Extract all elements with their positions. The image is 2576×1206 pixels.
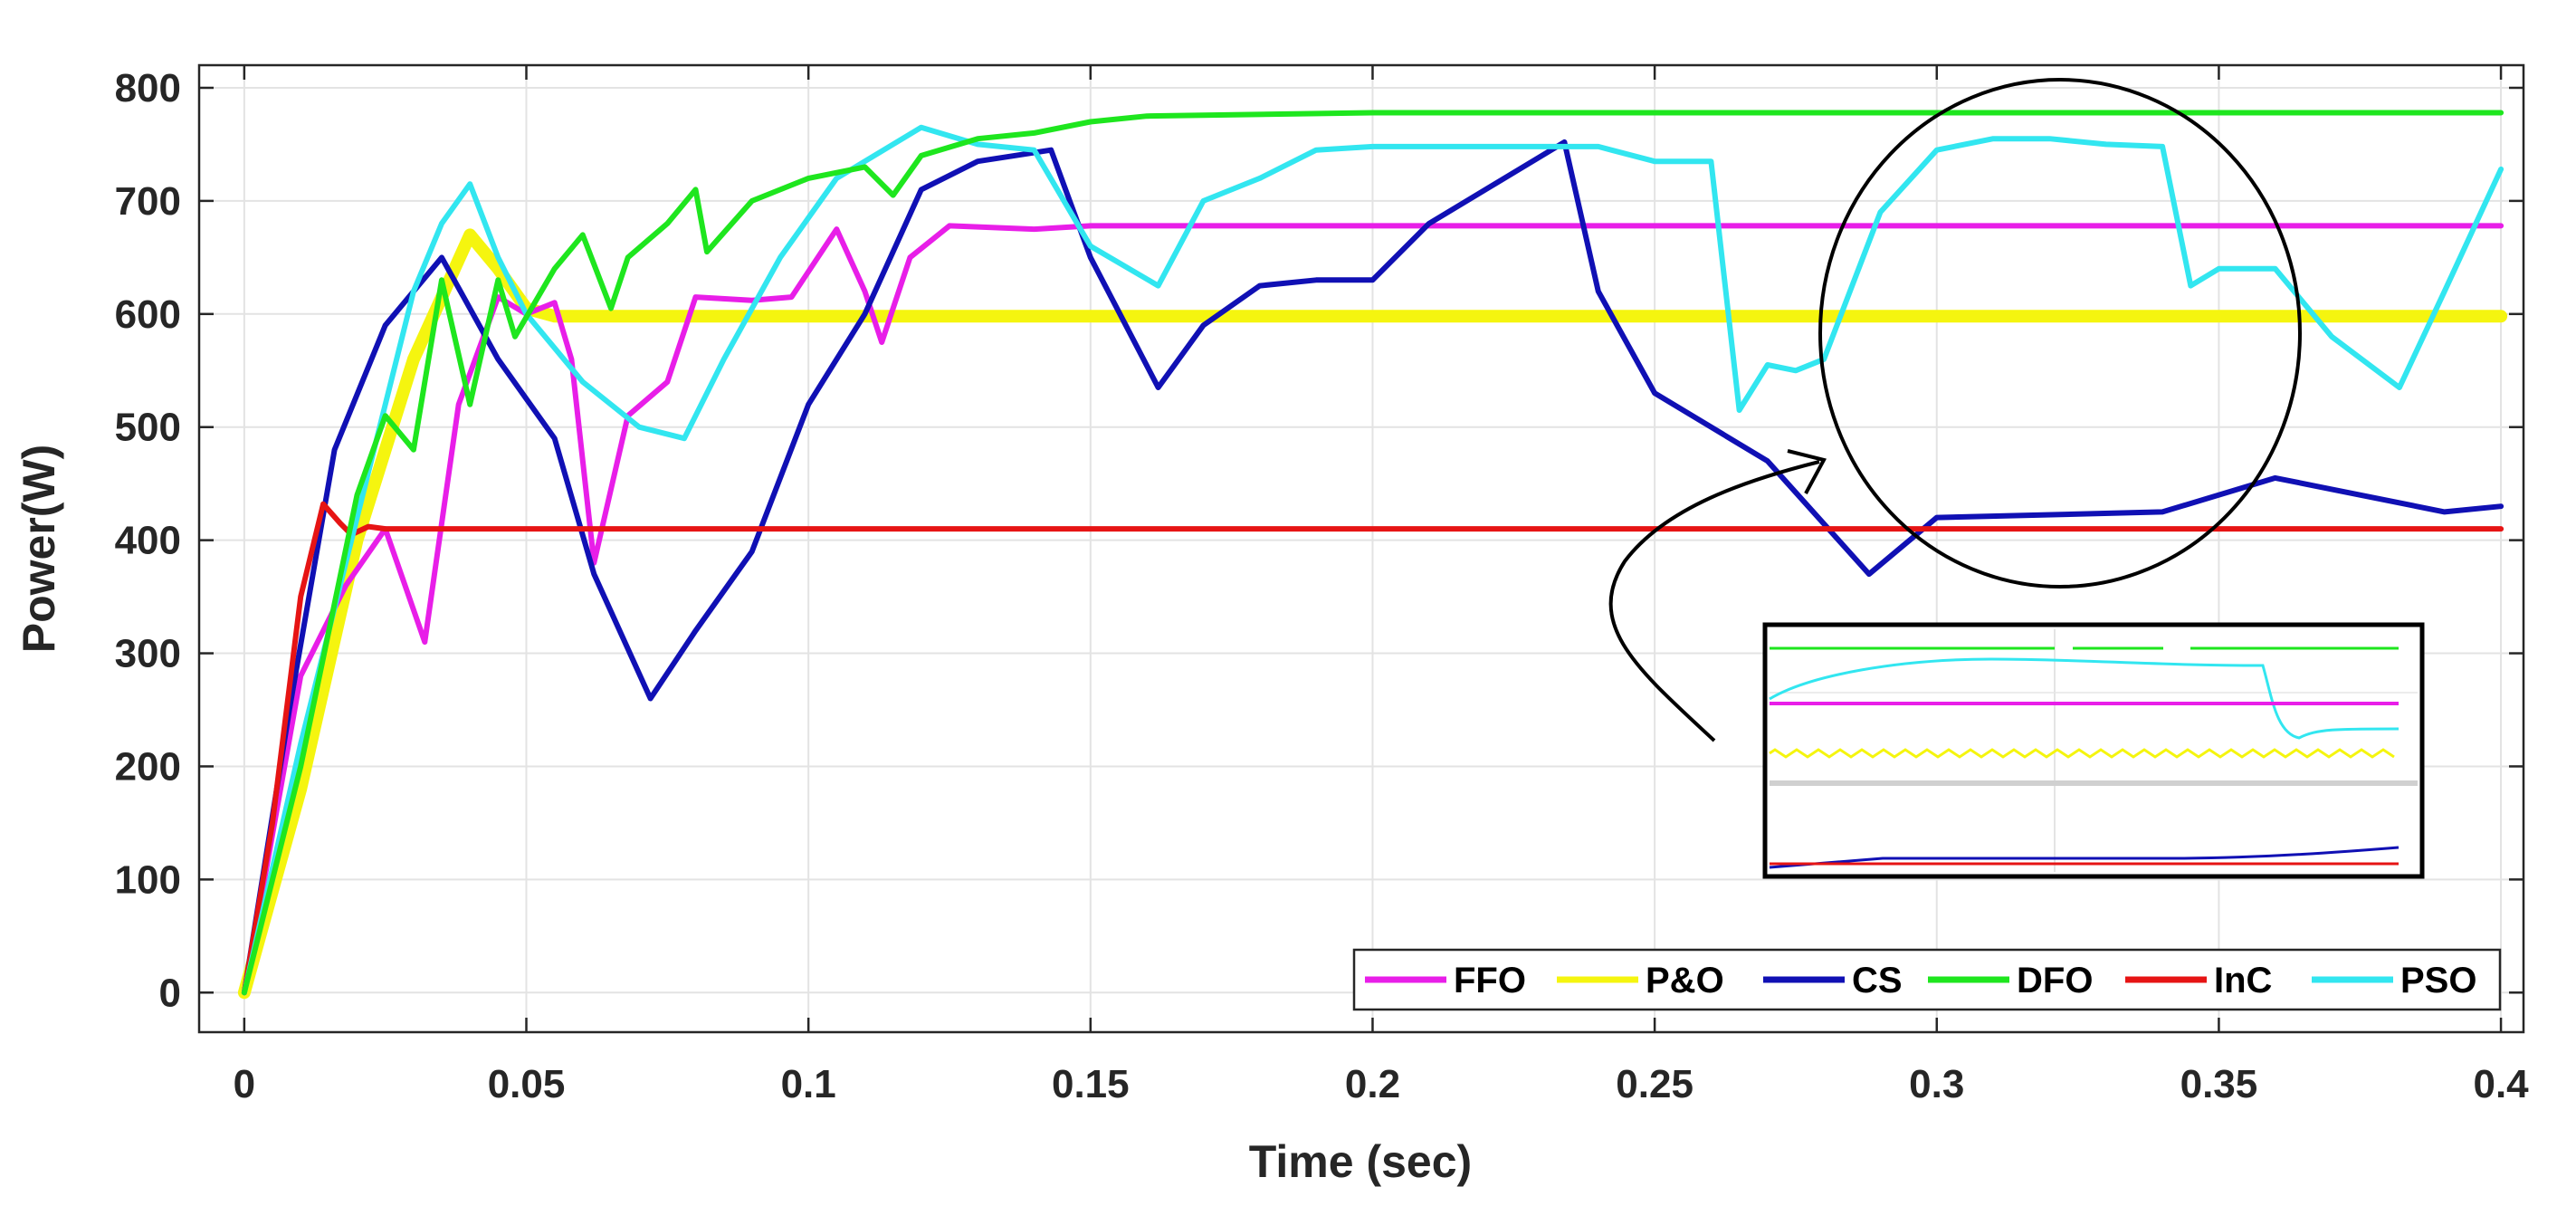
- x-tick-label: 0.4: [2473, 1062, 2529, 1106]
- inset-series-po: [1769, 748, 2395, 759]
- legend-label-cs: CS: [1852, 961, 1903, 1000]
- x-tick-label: 0.35: [2180, 1062, 2258, 1106]
- legend-box: [1352, 948, 2502, 1011]
- series-line-inc: [241, 501, 2504, 996]
- y-tick-label: 500: [115, 406, 181, 450]
- x-axis-label: Time (sec): [1249, 1136, 1472, 1187]
- plot-area-border: [197, 63, 2525, 1034]
- legend-label-inc: InC: [2214, 961, 2272, 1000]
- x-tick-label: 0.15: [1052, 1062, 1130, 1106]
- zoom-inset: [1762, 622, 2425, 879]
- x-tick-label: 0.2: [1345, 1062, 1400, 1106]
- x-tick-label: 0.1: [781, 1062, 836, 1106]
- y-tick-label: 300: [115, 632, 181, 676]
- x-tick-label: 0.3: [1909, 1062, 1964, 1106]
- legend-label-dfo: DFO: [2017, 961, 2093, 1000]
- series-line-cs: [241, 139, 2504, 996]
- legend-label-po: P&O: [1646, 961, 1724, 1000]
- series-line-pso: [241, 124, 2504, 996]
- y-tick-label: 200: [115, 744, 181, 789]
- legend: FFO P&O CS DFO InC PSO: [1352, 948, 2502, 1011]
- legend-label-pso: PSO: [2400, 961, 2476, 1000]
- annotation-arrow-head: [1787, 449, 1827, 494]
- y-axis-label: Power(W): [14, 445, 64, 654]
- y-tick-label: 700: [115, 179, 181, 224]
- series-line-ffo: [241, 223, 2504, 996]
- annotation-arrow: [1608, 460, 1820, 742]
- highlight-circle: [1818, 78, 2302, 589]
- legend-label-ffo: FFO: [1454, 961, 1526, 1000]
- y-tick-label: 0: [159, 971, 181, 1015]
- x-tick-label: 0: [234, 1062, 255, 1106]
- data-series: [237, 110, 2508, 1000]
- axis-ticks: 0 0.05 0.1 0.15 0.2 0.25 0.3 0.35 0.4 0 100 200 300 4…: [115, 65, 2529, 1106]
- inset-series-cs: [1769, 846, 2399, 869]
- y-tick-label: 400: [115, 519, 181, 563]
- y-tick-label: 600: [115, 292, 181, 337]
- y-tick-label: 800: [115, 66, 181, 110]
- inset-series-pso: [1769, 657, 2399, 740]
- series-line-dfo: [241, 110, 2504, 996]
- x-tick-label: 0.25: [1616, 1062, 1693, 1106]
- legend-items: FFO P&O CS DFO InC PSO: [1365, 961, 2476, 1000]
- y-tick-label: 100: [115, 857, 181, 902]
- x-tick-label: 0.05: [488, 1062, 566, 1106]
